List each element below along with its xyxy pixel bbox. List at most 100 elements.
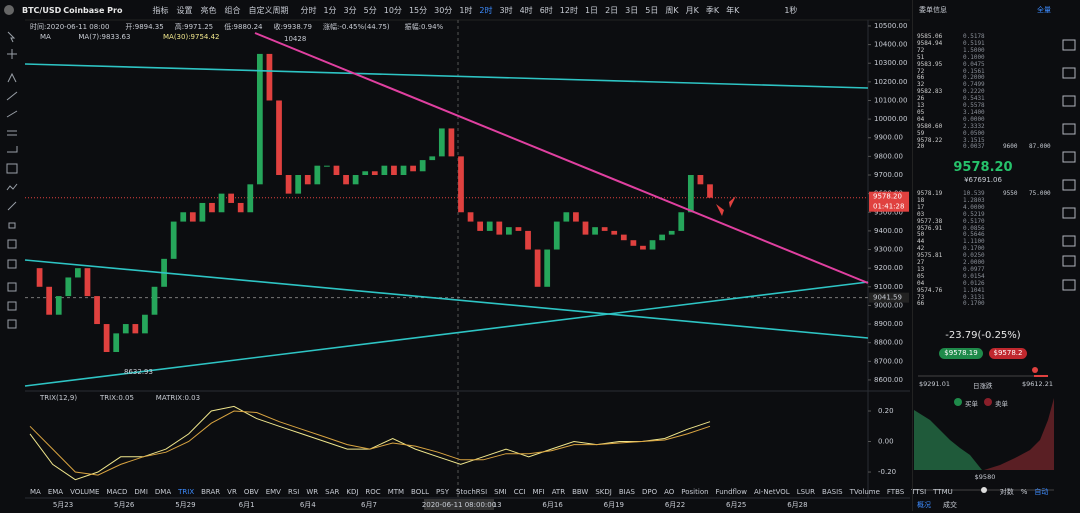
candle xyxy=(199,202,206,222)
indicator-tab[interactable]: ATR xyxy=(551,488,566,496)
y-tick-label: 8900.00 xyxy=(874,320,903,328)
indicator-tab[interactable]: DMA xyxy=(154,488,172,496)
period-tab[interactable]: 5分 xyxy=(363,5,377,15)
indicator-tab[interactable]: AI-NetVOL xyxy=(753,488,790,496)
bid-button[interactable]: $9578.19 xyxy=(939,348,983,359)
indicator-tab[interactable]: AO xyxy=(664,488,675,496)
period-tab[interactable]: 2日 xyxy=(605,5,619,15)
y-tick-label: -0.20 xyxy=(878,468,896,476)
indicator-tab[interactable]: ROC xyxy=(365,488,381,496)
candle xyxy=(209,202,215,213)
period-tab[interactable]: 1日 xyxy=(584,5,599,15)
indicator-tab[interactable]: MACD xyxy=(106,488,128,496)
period-tab[interactable]: 3日 xyxy=(625,5,639,15)
indicator-tab[interactable]: SKDJ xyxy=(595,488,612,496)
y-tick-label: 0.00 xyxy=(878,438,894,446)
indicator-tab[interactable]: Position xyxy=(681,488,709,496)
indicator-tab[interactable]: KDJ xyxy=(346,488,359,496)
indicator-tab[interactable]: TTSI xyxy=(911,488,927,496)
order-qty: 2.0000 xyxy=(963,259,985,266)
period-tab[interactable]: 3时 xyxy=(499,5,513,15)
indicator-tab[interactable]: VR xyxy=(227,488,237,496)
axis-option[interactable]: % xyxy=(1020,488,1028,496)
indicator-tab[interactable]: TRIX xyxy=(178,488,195,496)
tab[interactable]: 成交 xyxy=(943,501,957,509)
toolbar-button[interactable]: 指标 xyxy=(152,5,169,15)
axis-option[interactable]: 对数 xyxy=(999,488,1014,496)
indicator-tab[interactable]: BIAS xyxy=(618,488,635,496)
indicator-tab[interactable]: MFI xyxy=(532,488,545,496)
period-tab[interactable]: 2时 xyxy=(479,5,493,15)
order-price: 18 xyxy=(917,196,925,204)
order-row: 9582.83 0.2220 xyxy=(917,88,1053,95)
indicator-tab[interactable]: FTBS xyxy=(886,488,905,496)
period-tab[interactable]: 4时 xyxy=(519,5,533,15)
indicator-tab[interactable]: CCI xyxy=(513,488,526,496)
period-tab[interactable]: 12时 xyxy=(559,5,578,15)
x-tick-label: 5月23 xyxy=(53,501,73,509)
indicator-tab[interactable]: LSUR xyxy=(796,488,816,496)
period-tab[interactable]: 5日 xyxy=(645,5,659,15)
period-tab[interactable]: 分时 xyxy=(300,5,317,15)
period-tab[interactable]: 季K xyxy=(705,5,720,15)
indicator-tab[interactable]: OBV xyxy=(243,488,259,496)
indicator-tab[interactable]: WR xyxy=(306,488,319,496)
slider-handle[interactable] xyxy=(981,487,987,493)
indicator-tab[interactable]: DPO xyxy=(641,488,658,496)
trend-line[interactable] xyxy=(254,32,869,284)
period-tab[interactable]: 周K xyxy=(665,5,679,15)
panel-mode[interactable]: 全量 xyxy=(1037,6,1051,14)
indicator-tab[interactable]: MTM xyxy=(387,488,405,496)
period-tab[interactable]: 年K xyxy=(726,5,740,15)
period-tab[interactable]: 30分 xyxy=(434,5,453,15)
indicator-tab[interactable]: DMI xyxy=(134,488,148,496)
indicator-tab[interactable]: TVolume xyxy=(849,488,880,496)
toolbar-button[interactable]: 设置 xyxy=(176,5,193,15)
trend-line[interactable] xyxy=(24,259,869,339)
indicator-tab[interactable]: EMA xyxy=(47,488,64,496)
indicator-tab[interactable]: BASIS xyxy=(822,488,843,496)
toolbar-button[interactable]: 组合 xyxy=(224,5,241,15)
indicator-tab[interactable]: BRAR xyxy=(201,488,221,496)
indicator-tab[interactable]: EMV xyxy=(265,488,281,496)
tab[interactable]: 概况 xyxy=(917,501,931,509)
period-tab[interactable]: 15分 xyxy=(408,5,428,15)
order-qty: 0.0856 xyxy=(963,224,985,232)
order-qty: 0.1700 xyxy=(963,245,985,253)
trend-line[interactable] xyxy=(24,63,869,89)
indicator-tab[interactable]: SAR xyxy=(325,488,340,496)
indicator-tab[interactable]: MA xyxy=(30,488,41,496)
candle xyxy=(496,221,503,235)
order-row: 9576.91 0.0856 xyxy=(917,225,1053,232)
toolbar-button[interactable]: 亮色 xyxy=(200,5,217,15)
indicator-tab[interactable]: VOLUME xyxy=(70,488,100,496)
indicator-tab[interactable]: SMI xyxy=(494,488,507,496)
period-tab[interactable]: 10分 xyxy=(383,5,402,15)
indicator-tab[interactable]: BBW xyxy=(572,488,589,496)
indicator-tab[interactable]: PSY xyxy=(436,488,449,496)
order-row: 66 0.2000 xyxy=(917,74,1053,81)
period-tab[interactable]: 月K xyxy=(685,5,699,15)
indicator-tab[interactable]: BOLL xyxy=(411,488,430,496)
ask-button[interactable]: $9578.2 xyxy=(989,348,1027,359)
tool-icons[interactable] xyxy=(6,31,18,329)
period-tab[interactable]: 1分 xyxy=(323,5,337,15)
indicator-tab[interactable]: StochRSI xyxy=(456,488,488,496)
last-price-label: 9578.20 xyxy=(873,193,902,201)
trend-line[interactable] xyxy=(24,281,869,387)
background xyxy=(0,0,1058,511)
indicator-tab[interactable]: Fundflow xyxy=(715,488,747,496)
y-tick-label: 9500.00 xyxy=(874,208,903,216)
y-tick-label: 8800.00 xyxy=(874,339,903,347)
side-qty: 87.000 xyxy=(1029,143,1051,151)
period-tab[interactable]: 3分 xyxy=(343,5,357,15)
toolbar-button[interactable]: 自定义周期 xyxy=(248,5,289,15)
period-tab[interactable]: 1时 xyxy=(459,5,473,15)
seconds-tab[interactable]: 1秒 xyxy=(784,5,798,15)
indicator-tab[interactable]: TTMU xyxy=(933,488,953,496)
axis-option[interactable]: 自动 xyxy=(1034,488,1049,496)
period-tab[interactable]: 6时 xyxy=(539,5,553,15)
indicator-tab[interactable]: RSI xyxy=(287,488,300,496)
icons[interactable] xyxy=(1062,39,1076,291)
